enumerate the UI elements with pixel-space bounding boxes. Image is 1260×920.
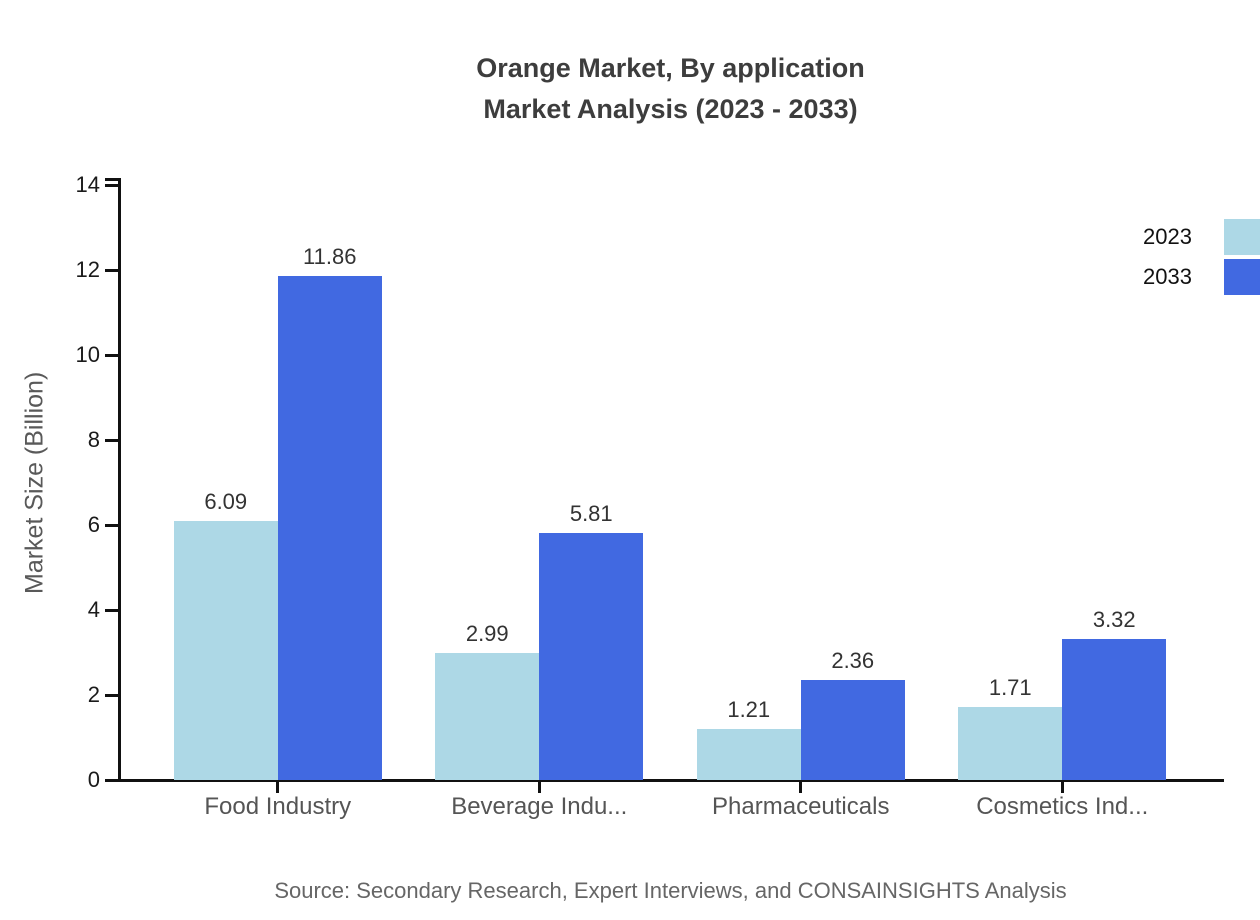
legend-swatch-2033 — [1224, 259, 1260, 295]
x-category-label-pharmaceuticals: Pharmaceuticals — [712, 793, 890, 820]
bar-group-cosmetics-ind: 1.71 3.32 — [958, 607, 1167, 780]
category-slot-beverage-indu: 2.99 5.81 — [409, 185, 671, 780]
bar-group-pharmaceuticals: 1.21 2.36 — [696, 648, 905, 780]
bar-group-food-industry: 6.09 11.86 — [173, 244, 382, 780]
bar-value-label: 2.36 — [831, 647, 875, 673]
legend-label: 2033 — [1143, 264, 1192, 289]
y-axis-tick-label: 0 — [87, 767, 100, 792]
y-axis-tick-label: 12 — [75, 257, 100, 282]
y-axis-tick-label: 6 — [87, 512, 100, 537]
x-axis-tick — [537, 782, 541, 793]
bar-2033-food-industry: 11.86 — [277, 244, 382, 780]
y-axis-tick — [105, 693, 118, 697]
x-category-label-cosmetics-ind: Cosmetics Ind... — [976, 793, 1149, 820]
bar-value-label: 11.86 — [303, 243, 357, 269]
legend-label: 2023 — [1143, 224, 1192, 249]
y-axis-tick — [105, 183, 118, 187]
y-axis-line — [118, 178, 121, 782]
y-axis-tick — [105, 608, 118, 612]
legend: 2023 2033 — [1143, 219, 1260, 299]
x-axis-tick — [1060, 782, 1064, 793]
y-axis-end-cap — [105, 178, 118, 181]
bar-value-label: 1.71 — [988, 675, 1032, 701]
x-axis-line — [118, 779, 1224, 782]
y-axis-tick-label: 14 — [75, 172, 100, 197]
y-axis-tick — [105, 778, 118, 782]
bar-value-label: 1.21 — [727, 696, 771, 722]
y-axis-tick-label: 4 — [87, 597, 100, 622]
chart-title-line1: Orange Market, By application — [476, 53, 865, 83]
bar-2033-beverage-indu: 5.81 — [539, 501, 644, 780]
x-category-label-beverage-indu: Beverage Indu... — [451, 793, 628, 820]
bar-2023-beverage-indu: 2.99 — [435, 621, 540, 780]
category-slot-pharmaceuticals: 1.21 2.36 — [670, 185, 932, 780]
x-axis-tick — [276, 782, 280, 793]
y-axis-tick-label: 8 — [87, 427, 100, 452]
bar-2033-cosmetics-ind: 3.32 — [1062, 607, 1167, 780]
bar-value-label: 2.99 — [465, 620, 509, 646]
y-axis-tick-label: 10 — [75, 342, 100, 367]
plot-area: 6.09 11.86 2.99 5.81 1.21 2.36 1.71 3.32 — [118, 185, 1223, 780]
chart-title: Orange Market, By application Market Ana… — [118, 48, 1223, 130]
legend-swatch-2023 — [1224, 219, 1260, 255]
y-axis-tick — [105, 523, 118, 527]
x-axis-tick — [799, 782, 803, 793]
y-axis-tick-label: 2 — [87, 682, 100, 707]
bar-group-beverage-indu: 2.99 5.81 — [435, 501, 644, 780]
legend-item-2023[interactable]: 2023 — [1143, 219, 1260, 255]
bar-value-label: 6.09 — [204, 489, 248, 515]
bar-2033-pharmaceuticals: 2.36 — [800, 648, 905, 780]
y-axis-tick — [105, 268, 118, 272]
legend-item-2033[interactable]: 2033 — [1143, 259, 1260, 295]
x-category-label-food-industry: Food Industry — [204, 793, 352, 820]
bar-2023-food-industry: 6.09 — [173, 489, 278, 780]
category-slot-food-industry: 6.09 11.86 — [147, 185, 409, 780]
bar-2023-pharmaceuticals: 1.21 — [696, 697, 801, 780]
bar-value-label: 5.81 — [569, 501, 613, 527]
bar-2023-cosmetics-ind: 1.71 — [958, 675, 1063, 780]
y-axis-tick — [105, 353, 118, 357]
source-attribution: Source: Secondary Research, Expert Inter… — [274, 878, 1067, 903]
category-slot-cosmetics-ind: 1.71 3.32 — [932, 185, 1194, 780]
y-axis-tick — [105, 438, 118, 442]
chart-title-line2: Market Analysis (2023 - 2033) — [483, 94, 858, 124]
bar-value-label: 3.32 — [1092, 606, 1136, 632]
